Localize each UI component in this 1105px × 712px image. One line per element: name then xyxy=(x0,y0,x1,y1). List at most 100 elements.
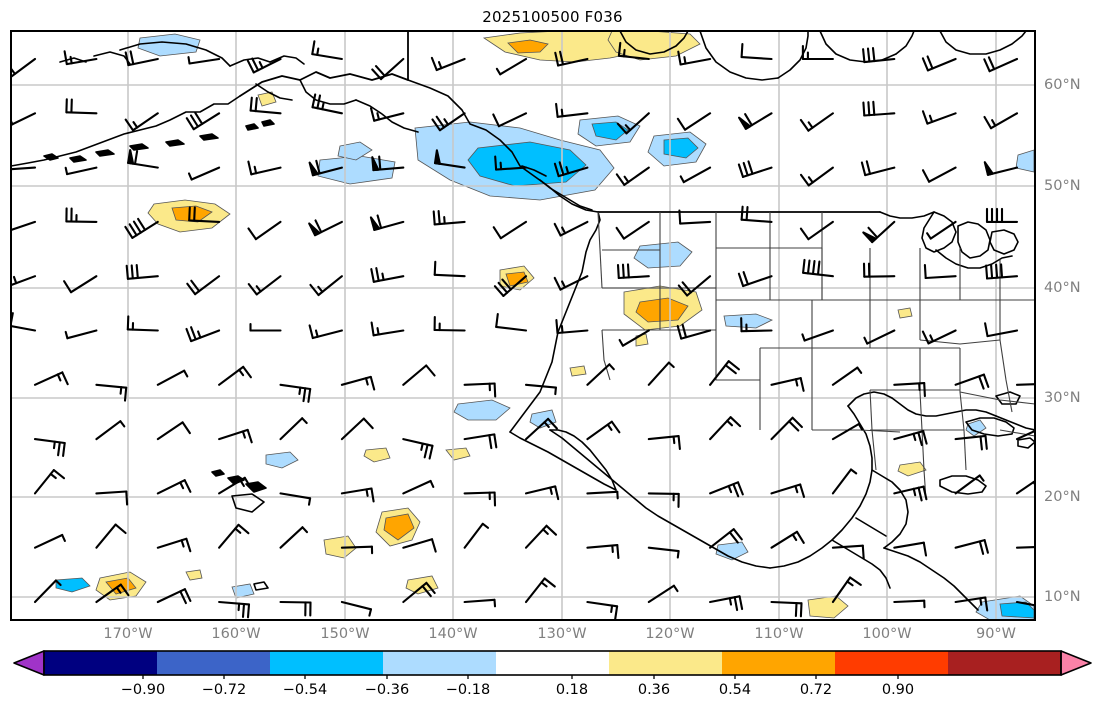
wind-barb xyxy=(340,487,375,503)
wind-barb xyxy=(279,526,309,549)
colorbar-segment[interactable] xyxy=(496,651,610,675)
colorbar-segment[interactable] xyxy=(270,651,384,675)
contour-region xyxy=(663,137,699,159)
wind-barb xyxy=(156,369,189,386)
wind-barb xyxy=(985,263,1019,280)
wind-barb xyxy=(308,324,343,340)
wind-barb xyxy=(125,263,159,280)
map-frame xyxy=(10,30,1036,621)
wind-barb xyxy=(983,112,1019,130)
wind-barb xyxy=(463,491,497,507)
wind-barb xyxy=(308,159,343,177)
wind-barb xyxy=(770,483,806,498)
wind-barb xyxy=(402,581,436,604)
longitude-tick-label: 100°W xyxy=(862,626,912,642)
wind-barb xyxy=(770,530,805,549)
wind-barb xyxy=(524,417,558,441)
wind-barb xyxy=(709,360,740,386)
wind-barb xyxy=(616,112,650,135)
colorbar-segment[interactable] xyxy=(835,651,949,675)
wind-barb xyxy=(921,55,957,72)
wind-barb xyxy=(709,528,743,549)
wind-barb xyxy=(308,219,343,237)
wind-barb xyxy=(218,600,251,619)
wind-barb xyxy=(95,383,128,402)
wind-barb xyxy=(433,260,466,278)
wind-barb xyxy=(218,523,250,549)
wind-barb xyxy=(647,492,680,508)
wind-barb xyxy=(249,322,282,332)
wind-barb xyxy=(371,155,405,172)
wind-barb xyxy=(983,161,1019,176)
wind-barb xyxy=(678,209,712,225)
wind-barb xyxy=(801,44,834,61)
wind-barb xyxy=(679,166,712,184)
contour-region xyxy=(337,141,373,161)
wind-barb xyxy=(247,275,282,296)
wind-barb xyxy=(63,275,98,294)
colorbar-segment[interactable] xyxy=(157,651,271,675)
colorbar-segment[interactable] xyxy=(383,651,497,675)
wind-barb xyxy=(553,220,589,237)
map-background xyxy=(11,31,1035,620)
contour-region xyxy=(505,271,529,287)
wind-barb xyxy=(247,160,282,176)
wind-barb xyxy=(647,361,675,386)
contour-region xyxy=(231,583,255,599)
wind-barb xyxy=(586,420,621,441)
wind-barb xyxy=(737,271,773,288)
colorbar-segment[interactable] xyxy=(948,651,1062,675)
latitude-tick-label: 30°N xyxy=(1044,390,1081,406)
wind-barb xyxy=(370,321,405,337)
wind-barb xyxy=(984,322,1019,338)
contour-region xyxy=(185,569,203,581)
wind-barb xyxy=(218,428,253,444)
colorbar-tick-label: −0.18 xyxy=(445,682,491,698)
wind-barb xyxy=(921,110,957,125)
wind-barb xyxy=(740,205,773,223)
wind-barb xyxy=(709,481,744,498)
wind-barb xyxy=(831,422,864,441)
contour-region xyxy=(467,141,587,187)
page-title: 2025100500 F036 xyxy=(482,8,623,26)
wind-barb xyxy=(618,329,650,347)
wind-barb xyxy=(95,490,129,506)
wind-barb xyxy=(186,275,221,296)
wind-barb xyxy=(340,375,376,391)
wind-barb xyxy=(33,371,69,386)
contour-region xyxy=(723,313,773,329)
wind-barb xyxy=(862,220,896,244)
contour-region xyxy=(897,461,927,477)
wind-barb xyxy=(954,434,988,451)
longitude-tick-label: 90°W xyxy=(975,626,1017,642)
wind-barb xyxy=(954,596,989,612)
wind-barb xyxy=(555,102,589,118)
colorbar-segment[interactable] xyxy=(609,651,723,675)
contour-region xyxy=(897,307,913,319)
wind-barb xyxy=(369,107,405,122)
colorbar-tick-label: 0.72 xyxy=(799,682,833,698)
colorbar[interactable] xyxy=(13,650,1092,679)
wind-barb xyxy=(124,50,159,67)
contour-region xyxy=(363,447,391,463)
colorbar-segment[interactable] xyxy=(722,651,836,675)
wind-barb xyxy=(432,209,466,226)
wind-barb xyxy=(954,373,990,390)
colorbar-extend-max[interactable] xyxy=(1060,650,1092,676)
wind-barb xyxy=(64,329,98,340)
wind-barb xyxy=(64,166,98,176)
colorbar-extend-min[interactable] xyxy=(13,650,45,676)
wind-barb xyxy=(738,112,773,130)
colorbar-outline xyxy=(43,650,1062,676)
wind-barb xyxy=(709,595,744,612)
colorbar-segment[interactable] xyxy=(44,651,158,675)
wind-barb xyxy=(33,579,62,604)
wind-barb xyxy=(921,166,957,183)
colorbar-tick-label: 0.90 xyxy=(881,682,915,698)
wind-barb xyxy=(676,323,712,340)
wind-barb xyxy=(279,600,312,617)
wind-barb xyxy=(433,315,466,332)
wind-barb xyxy=(33,533,66,549)
colorbar-tick-label: −0.54 xyxy=(282,682,328,698)
